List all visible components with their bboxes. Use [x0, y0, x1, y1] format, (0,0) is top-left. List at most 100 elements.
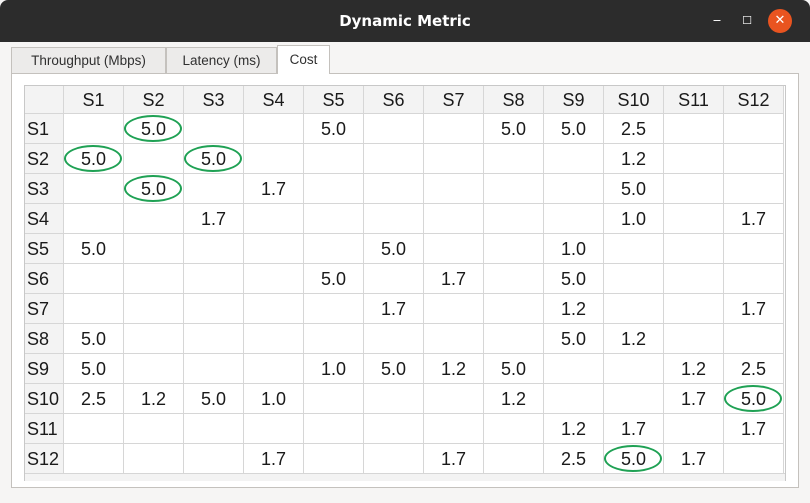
cell-s4-s1[interactable] [64, 204, 124, 234]
cell-s10-s1[interactable]: 2.5 [64, 384, 124, 414]
cell-s3-s8[interactable] [484, 174, 544, 204]
tab-latency[interactable]: Latency (ms) [166, 47, 277, 73]
tab-throughput[interactable]: Throughput (Mbps) [11, 47, 166, 73]
cell-s6-s12[interactable] [724, 264, 784, 294]
row-header-s11[interactable]: S11 [25, 414, 64, 444]
cell-s2-s3[interactable]: 5.0 [184, 144, 244, 174]
cell-s5-s8[interactable] [484, 234, 544, 264]
cell-s2-s2[interactable] [124, 144, 184, 174]
cell-s8-s12[interactable] [724, 324, 784, 354]
cell-s3-s4[interactable]: 1.7 [244, 174, 304, 204]
cell-s2-s1[interactable]: 5.0 [64, 144, 124, 174]
cell-s2-s4[interactable] [244, 144, 304, 174]
cell-s9-s9[interactable] [544, 354, 604, 384]
cell-s8-s9[interactable]: 5.0 [544, 324, 604, 354]
row-header-s10[interactable]: S10 [25, 384, 64, 414]
cell-s6-s7[interactable]: 1.7 [424, 264, 484, 294]
cell-s4-s3[interactable]: 1.7 [184, 204, 244, 234]
cell-s8-s5[interactable] [304, 324, 364, 354]
cell-s3-s10[interactable]: 5.0 [604, 174, 664, 204]
cell-s5-s12[interactable] [724, 234, 784, 264]
cell-s7-s9[interactable]: 1.2 [544, 294, 604, 324]
cell-s12-s5[interactable] [304, 444, 364, 474]
cell-s5-s1[interactable]: 5.0 [64, 234, 124, 264]
cell-s1-s6[interactable] [364, 114, 424, 144]
cell-s11-s10[interactable]: 1.7 [604, 414, 664, 444]
cell-s7-s3[interactable] [184, 294, 244, 324]
cell-s9-s6[interactable]: 5.0 [364, 354, 424, 384]
cell-s3-s11[interactable] [664, 174, 724, 204]
column-header-s3[interactable]: S3 [184, 86, 244, 114]
cell-s10-s5[interactable] [304, 384, 364, 414]
minimize-icon[interactable]: ‒ [712, 13, 722, 28]
cell-s2-s9[interactable] [544, 144, 604, 174]
cell-s3-s3[interactable] [184, 174, 244, 204]
column-header-s11[interactable]: S11 [664, 86, 724, 114]
cell-s9-s10[interactable] [604, 354, 664, 384]
row-header-s9[interactable]: S9 [25, 354, 64, 384]
cell-s10-s6[interactable] [364, 384, 424, 414]
cell-s7-s10[interactable] [604, 294, 664, 324]
cell-s7-s4[interactable] [244, 294, 304, 324]
cell-s1-s9[interactable]: 5.0 [544, 114, 604, 144]
cell-s11-s11[interactable] [664, 414, 724, 444]
cell-s3-s12[interactable] [724, 174, 784, 204]
cell-s8-s4[interactable] [244, 324, 304, 354]
cell-s10-s8[interactable]: 1.2 [484, 384, 544, 414]
cell-s9-s5[interactable]: 1.0 [304, 354, 364, 384]
cell-s10-s10[interactable] [604, 384, 664, 414]
cell-s4-s2[interactable] [124, 204, 184, 234]
cell-s11-s6[interactable] [364, 414, 424, 444]
cell-s2-s11[interactable] [664, 144, 724, 174]
cell-s4-s7[interactable] [424, 204, 484, 234]
cell-s4-s6[interactable] [364, 204, 424, 234]
cell-s5-s10[interactable] [604, 234, 664, 264]
cell-s8-s11[interactable] [664, 324, 724, 354]
cell-s7-s5[interactable] [304, 294, 364, 324]
cell-s1-s12[interactable] [724, 114, 784, 144]
column-header-s10[interactable]: S10 [604, 86, 664, 114]
cell-s8-s6[interactable] [364, 324, 424, 354]
cell-s1-s7[interactable] [424, 114, 484, 144]
title-bar[interactable]: Dynamic Metric ‒ ☐ ✕ [0, 0, 810, 42]
cell-s7-s12[interactable]: 1.7 [724, 294, 784, 324]
cell-s11-s9[interactable]: 1.2 [544, 414, 604, 444]
cell-s10-s9[interactable] [544, 384, 604, 414]
cell-s2-s10[interactable]: 1.2 [604, 144, 664, 174]
column-header-s2[interactable]: S2 [124, 86, 184, 114]
cell-s9-s2[interactable] [124, 354, 184, 384]
cell-s4-s9[interactable] [544, 204, 604, 234]
cell-s3-s6[interactable] [364, 174, 424, 204]
cell-s6-s2[interactable] [124, 264, 184, 294]
column-header-s9[interactable]: S9 [544, 86, 604, 114]
cost-matrix-table[interactable]: S1 S2 S3 S4 S5 S6 S7 S8 S9 S10 S11 S12 S1 5.0 5.0 5.0 5.… [24, 85, 786, 481]
cell-s6-s9[interactable]: 5.0 [544, 264, 604, 294]
cell-s6-s4[interactable] [244, 264, 304, 294]
cell-s3-s9[interactable] [544, 174, 604, 204]
cell-s10-s4[interactable]: 1.0 [244, 384, 304, 414]
cell-s7-s1[interactable] [64, 294, 124, 324]
cell-s12-s9[interactable]: 2.5 [544, 444, 604, 474]
cell-s6-s8[interactable] [484, 264, 544, 294]
cell-s12-s4[interactable]: 1.7 [244, 444, 304, 474]
cell-s10-s11[interactable]: 1.7 [664, 384, 724, 414]
cell-s7-s11[interactable] [664, 294, 724, 324]
cell-s7-s2[interactable] [124, 294, 184, 324]
cell-s10-s12[interactable]: 5.0 [724, 384, 784, 414]
cell-s1-s4[interactable] [244, 114, 304, 144]
cell-s3-s1[interactable] [64, 174, 124, 204]
cell-s5-s3[interactable] [184, 234, 244, 264]
cell-s11-s2[interactable] [124, 414, 184, 444]
close-icon[interactable]: ✕ [768, 9, 792, 33]
cell-s9-s12[interactable]: 2.5 [724, 354, 784, 384]
row-header-s12[interactable]: S12 [25, 444, 64, 474]
cell-s9-s1[interactable]: 5.0 [64, 354, 124, 384]
cell-s6-s3[interactable] [184, 264, 244, 294]
cell-s6-s11[interactable] [664, 264, 724, 294]
cell-s5-s11[interactable] [664, 234, 724, 264]
cell-s12-s6[interactable] [364, 444, 424, 474]
cell-s8-s7[interactable] [424, 324, 484, 354]
table-corner-header[interactable] [25, 86, 64, 114]
column-header-s8[interactable]: S8 [484, 86, 544, 114]
column-header-s4[interactable]: S4 [244, 86, 304, 114]
